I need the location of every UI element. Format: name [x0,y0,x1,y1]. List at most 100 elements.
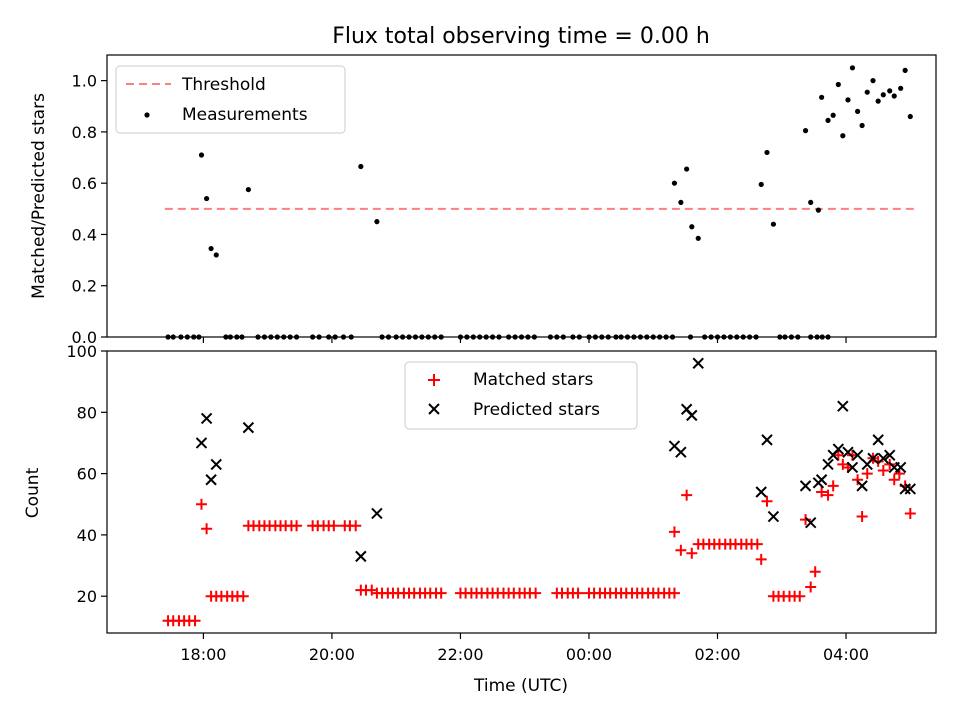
matched-star-marker [872,455,884,467]
measurement-point-zero [708,334,714,340]
measurement-point-zero [734,334,740,340]
measurement-point-zero [554,334,560,340]
measurement-point [764,149,770,156]
predicted-star-marker [200,412,213,425]
measurement-point-zero [753,334,759,340]
matched-star-marker [852,474,864,486]
measurement-point [671,180,678,186]
legend-predicted-label: Predicted stars [473,400,600,420]
measurement-point-zero [432,334,438,340]
matched-star-marker [572,587,584,599]
measurement-point-zero [795,334,801,340]
bottom-xtick-label: 04:00 [823,645,869,664]
bottom-xtick-label: 02:00 [694,645,740,664]
predicted-star-marker [767,510,780,523]
measurement-point-zero [287,334,293,340]
measurement-point [907,113,913,120]
predicted-star-marker [904,483,917,495]
measurement-point-zero [631,334,637,340]
measurement-point [898,85,904,91]
predicted-star-marker [355,550,367,563]
measurement-point [819,94,825,100]
matched-star-marker [668,526,680,538]
measurement-point-zero [714,334,721,340]
matched-star-marker [856,511,868,523]
measurement-point-zero [547,334,554,340]
matched-star-marker [822,489,834,501]
measurement-point [802,128,809,134]
matched-star-marker [816,486,828,498]
measurement-point [213,252,219,258]
measurement-point-zero [196,334,202,340]
measurement-point-zero [489,334,496,340]
measurement-point-zero [496,334,502,340]
matched-star-marker [686,547,698,559]
measurement-point-zero [310,334,316,340]
bottom-panel: Count Time (UTC) 20 40 60 80 100 18:00 20:00 2… [23,342,937,696]
bottom-ytick-label: 40 [77,526,97,545]
predicted-star-marker [761,434,773,446]
measurement-point-zero [239,334,245,340]
measurement-point-zero [234,334,240,340]
predicted-star-marker [867,452,879,464]
measurement-point [689,224,695,230]
measurement-point-zero [570,334,576,340]
matched-star-marker [328,520,340,532]
matched-star-marker [884,458,896,470]
measurement-point-zero [814,334,820,340]
measurement-point-zero [255,334,261,340]
measurement-point-zero [184,334,190,340]
measurement-point [695,235,701,241]
measurement-point [875,98,881,104]
measurement-point-zero [576,334,582,340]
bottom-yticks: 20 40 60 80 100 [66,342,107,606]
predicted-star-marker [872,434,884,446]
measurement-point [358,163,364,170]
measurement-point-zero [170,334,176,340]
measurement-point-zero [483,334,489,340]
bottom-ytick-label: 20 [77,587,97,606]
matched-star-marker [832,449,844,461]
measurement-point [849,65,856,71]
predicted-star-marker [894,461,907,474]
measurement-point-zero [425,334,431,340]
measurement-point [840,133,846,139]
predicted-star-marker [799,480,812,492]
predicted-star-marker [242,421,255,434]
measurement-point-zero [808,334,814,340]
measurement-point [870,78,876,84]
chart-title: Flux total observing time = 0.00 h [332,24,710,49]
matched-star-marker [675,544,687,556]
measurement-point [374,219,380,225]
bottom-legend: Matched stars Predicted stars [404,361,638,430]
measurement-point-zero [721,334,727,340]
matched-star-marker [755,553,767,565]
measurement-point-zero [637,334,643,340]
predicted-star-marker [755,486,767,498]
measurement-point-zero [293,334,300,340]
measurement-point-zero [618,334,624,340]
bottom-ylabel: Count [23,467,43,518]
measurement-points [165,65,913,340]
matched-star-marker [794,590,806,602]
measurement-point-zero [332,334,338,340]
measurement-point [204,195,210,202]
measurement-point-zero [340,334,347,340]
predicted-star-marker [675,446,687,458]
matched-star-marker [888,474,900,486]
measurement-point-zero [613,334,619,340]
measurement-point-zero [727,334,733,340]
measurement-point-zero [702,334,708,340]
measurement-point [758,181,764,188]
measurement-point-zero [268,334,274,340]
measurement-point-zero [477,334,483,340]
measurement-point [887,88,893,94]
measurement-point [902,67,908,73]
measurement-point [684,166,690,172]
predicted-star-marker [846,461,859,474]
measurement-point-zero [274,334,280,340]
measurement-point-zero [663,334,669,340]
predicted-star-marker [837,400,849,412]
predicted-star-marker [815,474,828,486]
